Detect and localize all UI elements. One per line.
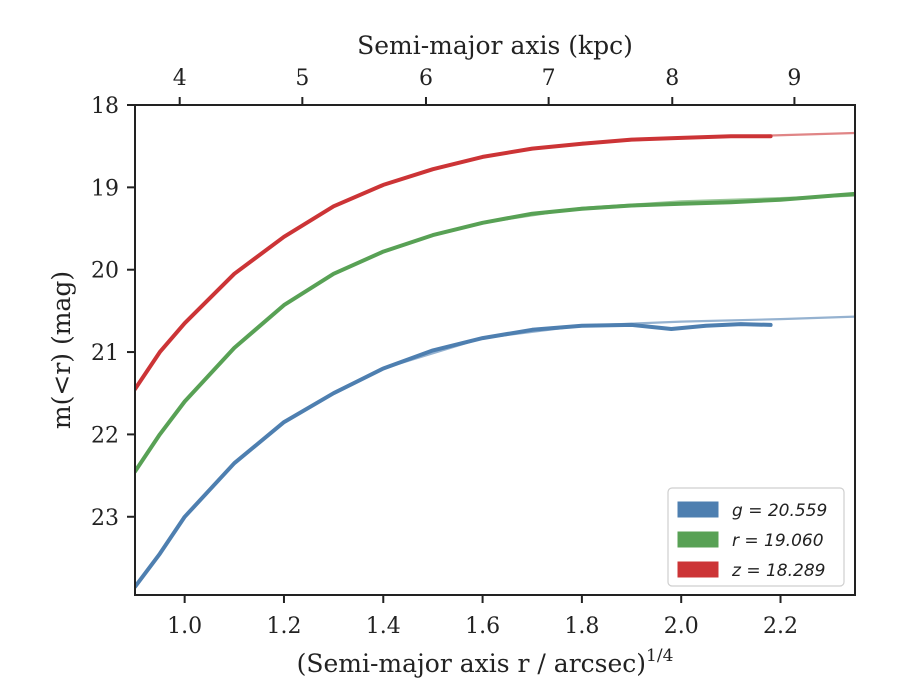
axes-layer: 1.0 1.2 1.4 1.6 1.8 2.0 2.2 18 19 20 21 22 23 4 5 6 7 8 9 S… bbox=[47, 31, 856, 678]
y-tick-label: 23 bbox=[91, 506, 119, 531]
top-tick-label: 4 bbox=[173, 66, 187, 91]
legend-swatch-r bbox=[677, 531, 719, 548]
top-tick-label: 6 bbox=[419, 66, 433, 91]
x-tick-label: 1.4 bbox=[366, 614, 401, 639]
top-tick-label: 5 bbox=[295, 66, 309, 91]
x-tick-label: 1.0 bbox=[167, 614, 202, 639]
x-axis-title: (Semi-major axis r / arcsec)1/4 bbox=[297, 646, 674, 678]
series-r-line bbox=[135, 191, 855, 474]
y-tick-label: 20 bbox=[91, 259, 119, 284]
top-axis-title: Semi-major axis (kpc) bbox=[357, 31, 633, 60]
plot-area bbox=[135, 131, 855, 589]
y-tick-label: 22 bbox=[91, 423, 119, 448]
legend-label-z: z = 18.289 bbox=[731, 561, 825, 581]
x-tick-label: 1.2 bbox=[266, 614, 301, 639]
x-tick-label: 2.2 bbox=[763, 614, 798, 639]
x-tick-label: 2.0 bbox=[664, 614, 699, 639]
legend-swatch-g bbox=[677, 501, 719, 518]
legend: g = 20.559 r = 19.060 z = 18.289 bbox=[667, 487, 845, 587]
x-tick-label: 1.8 bbox=[564, 614, 599, 639]
plot-frame bbox=[134, 104, 856, 596]
y-axis-title: m(<r) (mag) bbox=[47, 271, 76, 429]
top-tick-label: 7 bbox=[542, 66, 556, 91]
y-tick-label: 19 bbox=[91, 176, 119, 201]
legend-label-r: r = 19.060 bbox=[732, 531, 824, 551]
top-tick-label: 8 bbox=[665, 66, 679, 91]
legend-swatch-z bbox=[677, 561, 719, 578]
y-tick-label: 18 bbox=[91, 94, 119, 119]
series-g-line bbox=[135, 322, 773, 589]
data-layer bbox=[135, 131, 855, 589]
top-tick-label: 9 bbox=[787, 66, 801, 91]
legend-label-g: g = 20.559 bbox=[732, 501, 827, 521]
x-tick-label: 1.6 bbox=[465, 614, 500, 639]
y-tick-label: 21 bbox=[91, 341, 119, 366]
series-z-line bbox=[135, 134, 773, 392]
